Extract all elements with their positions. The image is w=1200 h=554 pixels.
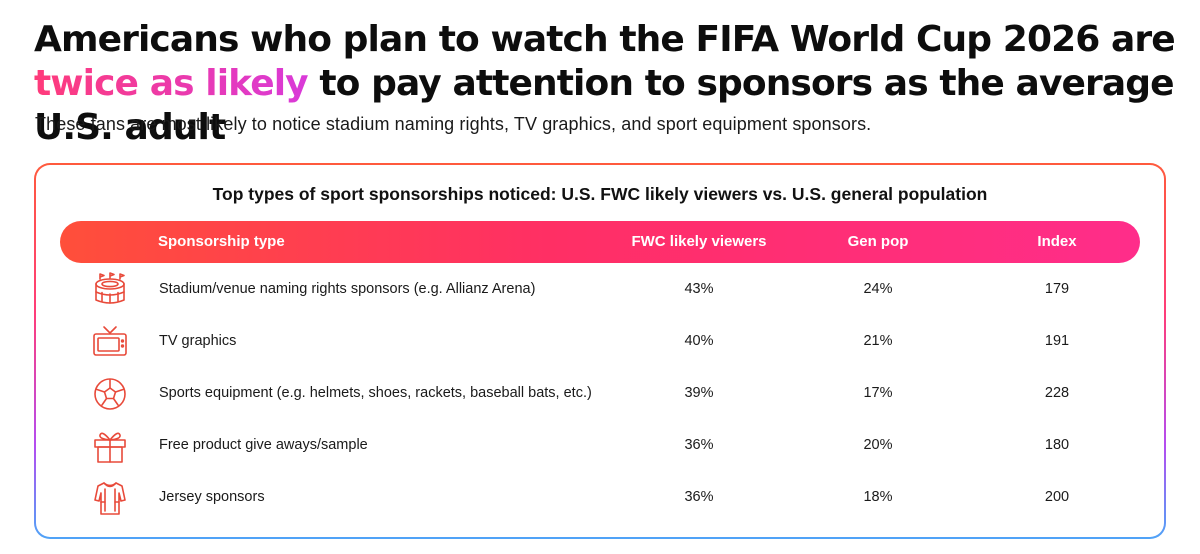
row-gen-value: 20% [863, 437, 893, 453]
stadium-icon [90, 270, 130, 310]
sponsorship-table-card: Top types of sport sponsorships noticed:… [34, 163, 1166, 539]
row-index-value: 200 [1044, 489, 1070, 505]
row-gen-value: 17% [863, 385, 893, 401]
headline-part1: Americans who plan to watch the FIFA Wor… [34, 19, 1176, 60]
jersey-icon [90, 478, 130, 518]
sponsorship-table-inner: Top types of sport sponsorships noticed:… [36, 165, 1164, 537]
row-fwc-value: 36% [684, 437, 714, 453]
row-sponsorship-type: TV graphics [159, 333, 237, 349]
row-index-value: 180 [1044, 437, 1070, 453]
table-row: Jersey sponsors 36% 18% 200 [60, 472, 1140, 524]
soccer-ball-icon [90, 374, 130, 414]
headline-part2: to pay attention to sponsors as the aver… [34, 63, 1175, 148]
headline-accent: twice as likely [34, 63, 309, 104]
header-sponsorship-type: Sponsorship type [158, 233, 285, 250]
tv-icon [90, 322, 130, 362]
table-title: Top types of sport sponsorships noticed:… [212, 184, 988, 204]
header-fwc-likely-viewers: FWC likely viewers [631, 233, 767, 250]
row-index-value: 179 [1044, 281, 1070, 297]
header-gen-pop: Gen pop [847, 233, 909, 250]
row-sponsorship-type: Stadium/venue naming rights sponsors (e.… [159, 281, 536, 297]
table-row: TV graphics 40% 21% 191 [60, 316, 1140, 368]
headline: Americans who plan to watch the FIFA Wor… [34, 18, 1184, 150]
row-sponsorship-type: Free product give aways/sample [159, 437, 368, 453]
table-row: Stadium/venue naming rights sponsors (e.… [60, 264, 1140, 316]
table-header-bar: Sponsorship type FWC likely viewers Gen … [60, 221, 1140, 263]
row-gen-value: 24% [863, 281, 893, 297]
row-fwc-value: 40% [684, 333, 714, 349]
row-fwc-value: 39% [684, 385, 714, 401]
subhead: These fans are most likely to notice sta… [35, 114, 872, 134]
table-row: Sports equipment (e.g. helmets, shoes, r… [60, 368, 1140, 420]
header-index: Index [1037, 233, 1077, 250]
row-fwc-value: 43% [684, 281, 714, 297]
row-index-value: 191 [1044, 333, 1070, 349]
row-gen-value: 18% [863, 489, 893, 505]
row-sponsorship-type: Jersey sponsors [159, 489, 265, 505]
row-sponsorship-type: Sports equipment (e.g. helmets, shoes, r… [159, 385, 592, 401]
row-fwc-value: 36% [684, 489, 714, 505]
gift-icon [90, 426, 130, 466]
table-row: Free product give aways/sample 36% 20% 1… [60, 420, 1140, 472]
row-gen-value: 21% [863, 333, 893, 349]
row-index-value: 228 [1044, 385, 1070, 401]
